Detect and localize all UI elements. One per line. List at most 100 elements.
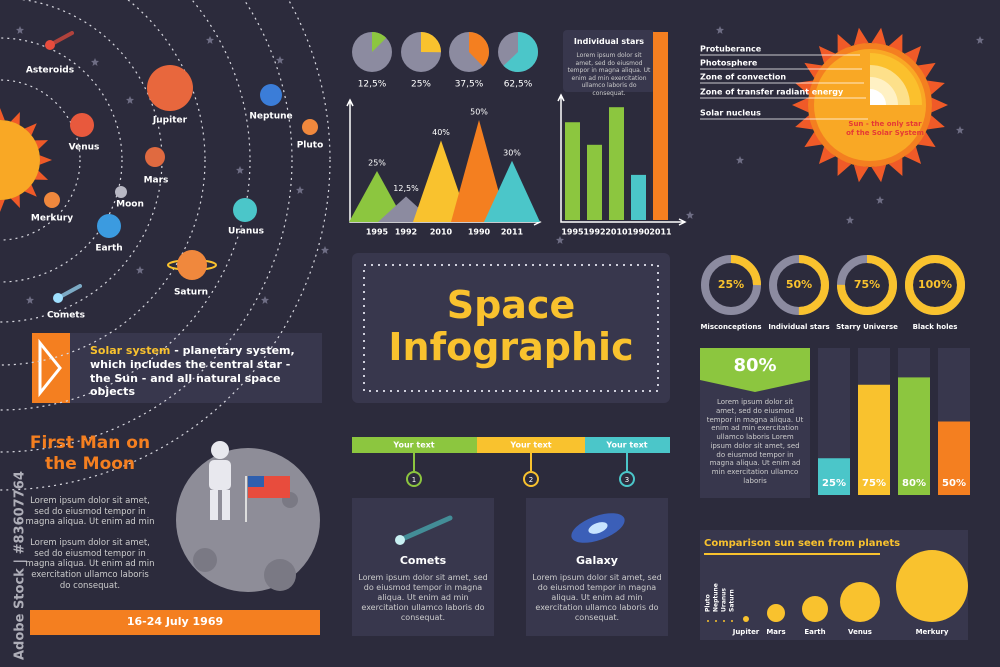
bar-axis [557, 93, 687, 226]
ring-name: Individual stars [768, 323, 829, 331]
sun-layer-label: Photosphere [700, 59, 758, 68]
bar [587, 144, 602, 220]
first-man-title: First Man on the Moon [29, 433, 151, 475]
sun-ray [818, 146, 836, 164]
card-text: Lorem ipsum dolor sit amet, sed do eiusm… [532, 573, 662, 622]
star [91, 58, 99, 66]
sun-size [723, 620, 725, 622]
sun-ray [804, 62, 823, 78]
star [956, 126, 964, 134]
watermark: Adobe Stock | #83607764 [13, 471, 28, 660]
sun-ray [837, 157, 852, 176]
ring-label: 75% [854, 278, 880, 291]
x-label: 2011 [501, 228, 524, 237]
planet-label: Saturn [729, 589, 736, 612]
first-man-text: Lorem ipsum dolor sit amet, sed do eiusm… [25, 496, 155, 528]
bar [653, 32, 668, 220]
timeline-dot [619, 471, 635, 487]
ring-label: 25% [718, 278, 744, 291]
planet [115, 186, 127, 198]
timeline-number: 3 [625, 476, 629, 484]
title-line: Space [446, 283, 576, 327]
planet-label: Mars [766, 628, 785, 636]
star [206, 36, 214, 44]
sun-ray [917, 132, 936, 148]
title-line: Infographic [388, 325, 634, 369]
x-label: 1990 [627, 228, 650, 237]
planet [260, 84, 282, 106]
ring-arc [905, 255, 965, 315]
timeline-segment [352, 437, 477, 453]
x-label: 2010 [605, 228, 628, 237]
triangle [484, 160, 540, 222]
highlight-label: 80% [733, 355, 777, 376]
star [686, 211, 694, 219]
value-label: 30% [503, 148, 521, 157]
card-panel [352, 498, 494, 636]
astronaut-body [209, 460, 231, 490]
orbit [0, 37, 123, 283]
sun-ray [10, 194, 20, 209]
ring-arc [701, 255, 761, 315]
crater [264, 559, 296, 591]
bar [565, 122, 580, 220]
planet-label: Earth [804, 628, 825, 636]
note-term-span: Solar system [90, 344, 171, 357]
planet-label: Merkury [31, 214, 73, 224]
sun-ray [853, 27, 869, 46]
planet [53, 293, 63, 303]
planet-label: Uranus [228, 227, 264, 237]
planet [70, 113, 94, 137]
ring-label: 100% [918, 278, 952, 291]
sun-ray [926, 80, 945, 95]
astronaut-leg [210, 490, 218, 520]
sun-size [802, 596, 828, 622]
stars-title: Individual stars [573, 37, 645, 46]
sun-ray [24, 123, 37, 136]
pie-label: 25% [411, 80, 431, 90]
sun-ray [34, 170, 49, 180]
sun-layer-label: Protuberance [700, 45, 762, 54]
planet [177, 250, 207, 280]
ring-name: Starry Universe [836, 323, 898, 331]
planet-label: Saturn [174, 288, 208, 298]
sun-ray [931, 97, 948, 113]
star [276, 56, 284, 64]
sun-size [715, 620, 717, 622]
pie-label: 37,5% [455, 80, 484, 90]
card-title: Galaxy [576, 554, 618, 567]
orbit [0, 0, 293, 453]
sun-ray [871, 164, 887, 183]
timeline-number: 1 [412, 476, 416, 484]
triangle [349, 171, 405, 222]
timeline-number: 2 [529, 476, 533, 484]
star [736, 156, 744, 164]
bar [898, 377, 930, 495]
planet-label: Neptune [249, 112, 292, 122]
value-label: 25% [368, 159, 386, 168]
planet-label: Comets [47, 311, 85, 321]
planet-label: Moon [116, 200, 144, 210]
sun-ray [853, 164, 869, 183]
orbit [0, 0, 206, 366]
bar-label: 25% [822, 478, 846, 489]
note-accent [32, 333, 70, 403]
stars-panel [563, 30, 655, 92]
sun [0, 120, 40, 200]
sun-ray [888, 157, 903, 176]
sun-layer-label: Solar nucleus [700, 109, 761, 118]
planet-label: Asteroids [26, 66, 74, 76]
sun-ray [904, 46, 922, 64]
star [261, 296, 269, 304]
orbit [0, 79, 81, 241]
sun-size [840, 582, 880, 622]
sun-size [731, 620, 733, 622]
sun-size [743, 616, 749, 622]
planet [97, 214, 121, 238]
timeline-dot [523, 471, 539, 487]
ring-arc [769, 255, 829, 315]
sun-ray [39, 155, 52, 165]
pie-label: 62,5% [504, 80, 533, 90]
